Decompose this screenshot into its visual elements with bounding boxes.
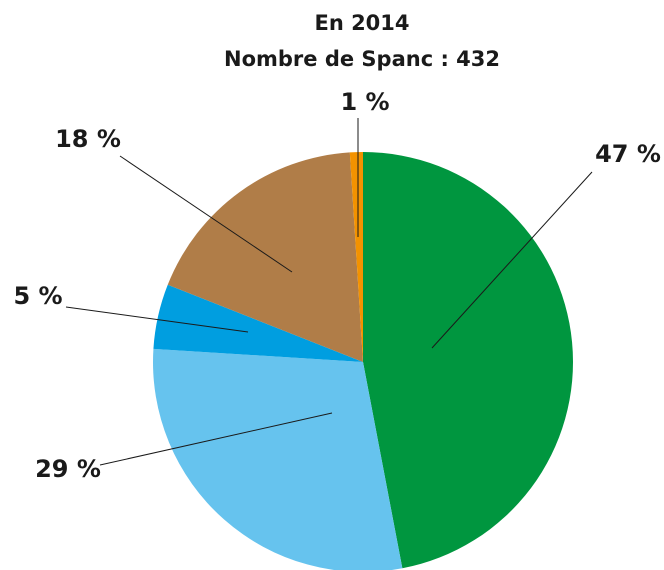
leader-line [65, 306, 249, 333]
pie-slice [363, 152, 574, 569]
pie-slice [167, 152, 363, 362]
leader-line [431, 171, 593, 349]
data-label: 18 % [55, 125, 121, 153]
data-label: 29 % [35, 455, 101, 483]
leader-line [99, 412, 333, 466]
pie-slice [153, 284, 363, 362]
data-label: 5 % [13, 282, 62, 310]
data-label: 1 % [340, 88, 389, 116]
pie-slice [349, 152, 363, 362]
chart-subtitle: Nombre de Spanc : 432 [224, 47, 500, 71]
chart-title: En 2014 [314, 11, 409, 35]
data-label: 47 % [595, 140, 661, 168]
pie-slice [153, 348, 403, 570]
leader-line [119, 155, 293, 273]
